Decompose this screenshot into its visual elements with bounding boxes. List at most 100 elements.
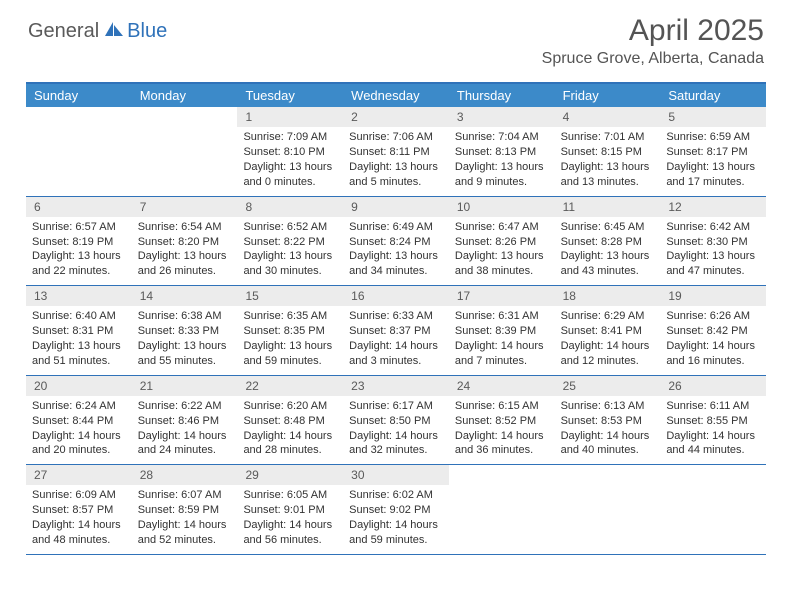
day-details: Sunrise: 6:33 AMSunset: 8:37 PMDaylight:… (343, 306, 449, 374)
day-details: Sunrise: 6:22 AMSunset: 8:46 PMDaylight:… (132, 396, 238, 464)
sunrise-text: Sunrise: 6:22 AM (138, 399, 232, 414)
calendar-cell: 25Sunrise: 6:13 AMSunset: 8:53 PMDayligh… (555, 376, 661, 465)
daylight-text: Daylight: 14 hours and 3 minutes. (349, 339, 443, 369)
sunset-text: Sunset: 8:28 PM (561, 235, 655, 250)
sunset-text: Sunset: 8:26 PM (455, 235, 549, 250)
day-details: Sunrise: 6:42 AMSunset: 8:30 PMDaylight:… (660, 217, 766, 285)
daylight-text: Daylight: 13 hours and 22 minutes. (32, 249, 126, 279)
sunrise-text: Sunrise: 6:54 AM (138, 220, 232, 235)
day-number: 18 (555, 286, 661, 306)
sunset-text: Sunset: 8:57 PM (32, 503, 126, 518)
calendar-header-cell: Friday (555, 84, 661, 107)
day-number: 12 (660, 197, 766, 217)
calendar-cell: 23 Sunrise: 6:17 AMSunset: 8:50 PMDayligh… (343, 376, 449, 465)
calendar-cell: 7Sunrise: 6:54 AMSunset: 8:20 PMDaylight… (132, 197, 238, 286)
sunrise-text: Sunrise: 7:04 AM (455, 130, 549, 145)
sunset-text: Sunset: 8:59 PM (138, 503, 232, 518)
sunrise-text: Sunrise: 6:20 AM (243, 399, 337, 414)
sunrise-text: Sunrise: 6:26 AM (666, 309, 760, 324)
day-details: Sunrise: 6:24 AMSunset: 8:44 PMDaylight:… (26, 396, 132, 464)
daylight-text: Daylight: 13 hours and 17 minutes. (666, 160, 760, 190)
daylight-text: Daylight: 14 hours and 24 minutes. (138, 429, 232, 459)
sunrise-text: Sunrise: 6:13 AM (561, 399, 655, 414)
sunrise-text: Sunrise: 6:45 AM (561, 220, 655, 235)
sunset-text: Sunset: 8:44 PM (32, 414, 126, 429)
daylight-text: Daylight: 13 hours and 13 minutes. (561, 160, 655, 190)
day-number: 27 (26, 465, 132, 485)
sunset-text: Sunset: 8:15 PM (561, 145, 655, 160)
calendar-cell: 17Sunrise: 6:31 AMSunset: 8:39 PMDayligh… (449, 286, 555, 375)
calendar-row: 20Sunrise: 6:24 AMSunset: 8:44 PMDayligh… (26, 376, 766, 466)
sunset-text: Sunset: 8:10 PM (243, 145, 337, 160)
day-number: 6 (26, 197, 132, 217)
sunrise-text: Sunrise: 6:59 AM (666, 130, 760, 145)
daylight-text: Daylight: 13 hours and 38 minutes. (455, 249, 549, 279)
calendar-cell: 26 Sunrise: 6:11 AMSunset: 8:55 PMDayligh… (660, 376, 766, 465)
calendar-cell: 6Sunrise: 6:57 AMSunset: 8:19 PMDaylight… (26, 197, 132, 286)
daylight-text: Daylight: 14 hours and 32 minutes. (349, 429, 443, 459)
day-details: Sunrise: 6:49 AMSunset: 8:24 PMDaylight:… (343, 217, 449, 285)
sunset-text: Sunset: 8:11 PM (349, 145, 443, 160)
calendar-row: 1Sunrise: 7:09 AMSunset: 8:10 PMDaylight… (26, 107, 766, 197)
sunrise-text: Sunrise: 6:38 AM (138, 309, 232, 324)
calendar-cell: 2Sunrise: 7:06 AMSunset: 8:11 PMDaylight… (343, 107, 449, 196)
calendar-cell: 14Sunrise: 6:38 AMSunset: 8:33 PMDayligh… (132, 286, 238, 375)
day-number: 19 (660, 286, 766, 306)
sunrise-text: Sunrise: 6:33 AM (349, 309, 443, 324)
day-details: Sunrise: 6:31 AMSunset: 8:39 PMDaylight:… (449, 306, 555, 374)
day-details: Sunrise: 6:45 AMSunset: 8:28 PMDaylight:… (555, 217, 661, 285)
daylight-text: Daylight: 14 hours and 12 minutes. (561, 339, 655, 369)
day-number: 24 (449, 376, 555, 396)
day-number: 30 (343, 465, 449, 485)
sunrise-text: Sunrise: 6:40 AM (32, 309, 126, 324)
sunset-text: Sunset: 8:53 PM (561, 414, 655, 429)
day-details: Sunrise: 6:59 AMSunset: 8:17 PMDaylight:… (660, 127, 766, 195)
day-number: 28 (132, 465, 238, 485)
calendar-cell: 1Sunrise: 7:09 AMSunset: 8:10 PMDaylight… (237, 107, 343, 196)
sunset-text: Sunset: 8:22 PM (243, 235, 337, 250)
calendar-cell: 9Sunrise: 6:49 AMSunset: 8:24 PMDaylight… (343, 197, 449, 286)
day-number: 7 (132, 197, 238, 217)
sunset-text: Sunset: 8:55 PM (666, 414, 760, 429)
sunset-text: Sunset: 8:52 PM (455, 414, 549, 429)
day-number: 8 (237, 197, 343, 217)
sunrise-text: Sunrise: 6:52 AM (243, 220, 337, 235)
daylight-text: Daylight: 13 hours and 26 minutes. (138, 249, 232, 279)
day-number: 26 (660, 376, 766, 396)
page-title: April 2025 (542, 14, 764, 48)
title-block: April 2025 Spruce Grove, Alberta, Canada (542, 14, 764, 68)
daylight-text: Daylight: 13 hours and 30 minutes. (243, 249, 337, 279)
day-number: 10 (449, 197, 555, 217)
sunrise-text: Sunrise: 7:06 AM (349, 130, 443, 145)
day-number: 21 (132, 376, 238, 396)
calendar-cell: 5Sunrise: 6:59 AMSunset: 8:17 PMDaylight… (660, 107, 766, 196)
sunset-text: Sunset: 8:42 PM (666, 324, 760, 339)
daylight-text: Daylight: 14 hours and 40 minutes. (561, 429, 655, 459)
day-number: 20 (26, 376, 132, 396)
sunrise-text: Sunrise: 6:17 AM (349, 399, 443, 414)
day-details: Sunrise: 6:15 AMSunset: 8:52 PMDaylight:… (449, 396, 555, 464)
calendar-cell: 3Sunrise: 7:04 AMSunset: 8:13 PMDaylight… (449, 107, 555, 196)
sunset-text: Sunset: 8:50 PM (349, 414, 443, 429)
day-number: 29 (237, 465, 343, 485)
daylight-text: Daylight: 14 hours and 48 minutes. (32, 518, 126, 548)
sunrise-text: Sunrise: 6:11 AM (666, 399, 760, 414)
sunrise-text: Sunrise: 6:42 AM (666, 220, 760, 235)
sunset-text: Sunset: 9:02 PM (349, 503, 443, 518)
calendar-header-cell: Tuesday (237, 84, 343, 107)
day-details: Sunrise: 6:26 AMSunset: 8:42 PMDaylight:… (660, 306, 766, 374)
calendar-cell: 19Sunrise: 6:26 AMSunset: 8:42 PMDayligh… (660, 286, 766, 375)
sunset-text: Sunset: 8:39 PM (455, 324, 549, 339)
day-details: Sunrise: 6:38 AMSunset: 8:33 PMDaylight:… (132, 306, 238, 374)
sunrise-text: Sunrise: 6:47 AM (455, 220, 549, 235)
sunset-text: Sunset: 8:48 PM (243, 414, 337, 429)
daylight-text: Daylight: 14 hours and 44 minutes. (666, 429, 760, 459)
day-details: Sunrise: 6:57 AMSunset: 8:19 PMDaylight:… (26, 217, 132, 285)
day-number: 23 (343, 376, 449, 396)
day-details: Sunrise: 6:09 AMSunset: 8:57 PMDaylight:… (26, 485, 132, 553)
calendar-cell: 15Sunrise: 6:35 AMSunset: 8:35 PMDayligh… (237, 286, 343, 375)
day-number: 16 (343, 286, 449, 306)
daylight-text: Daylight: 13 hours and 0 minutes. (243, 160, 337, 190)
daylight-text: Daylight: 13 hours and 47 minutes. (666, 249, 760, 279)
sunset-text: Sunset: 8:37 PM (349, 324, 443, 339)
